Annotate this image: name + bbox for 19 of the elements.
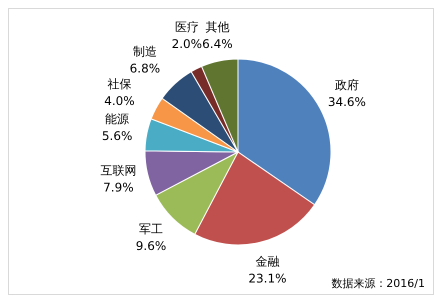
data-label: 6.8% (130, 61, 160, 76)
data-label: 9.6% (136, 238, 166, 253)
slice-label: 其他 (205, 20, 230, 34)
data-label: 4.0% (104, 94, 135, 108)
data-label: 34.6% (328, 94, 366, 109)
data-label: 23.1% (248, 271, 287, 286)
slice-label: 社保 (107, 77, 132, 92)
data-label: 5.6% (102, 128, 132, 143)
slice-label: 军工 (139, 222, 164, 236)
slice-label: 政府 (334, 78, 359, 92)
data-label: 6.4% (202, 37, 233, 51)
source-note: 数据来源：2016/1 (331, 276, 425, 291)
slice-label: 制造 (132, 44, 157, 58)
slice-label: 能源 (105, 112, 130, 126)
data-label: 7.9% (103, 180, 134, 195)
slice-label: 互联网 (100, 164, 136, 178)
slice-label: 金融 (255, 254, 280, 268)
slice-label: 医疗 (174, 20, 199, 34)
data-label: 2.0% (172, 37, 202, 51)
